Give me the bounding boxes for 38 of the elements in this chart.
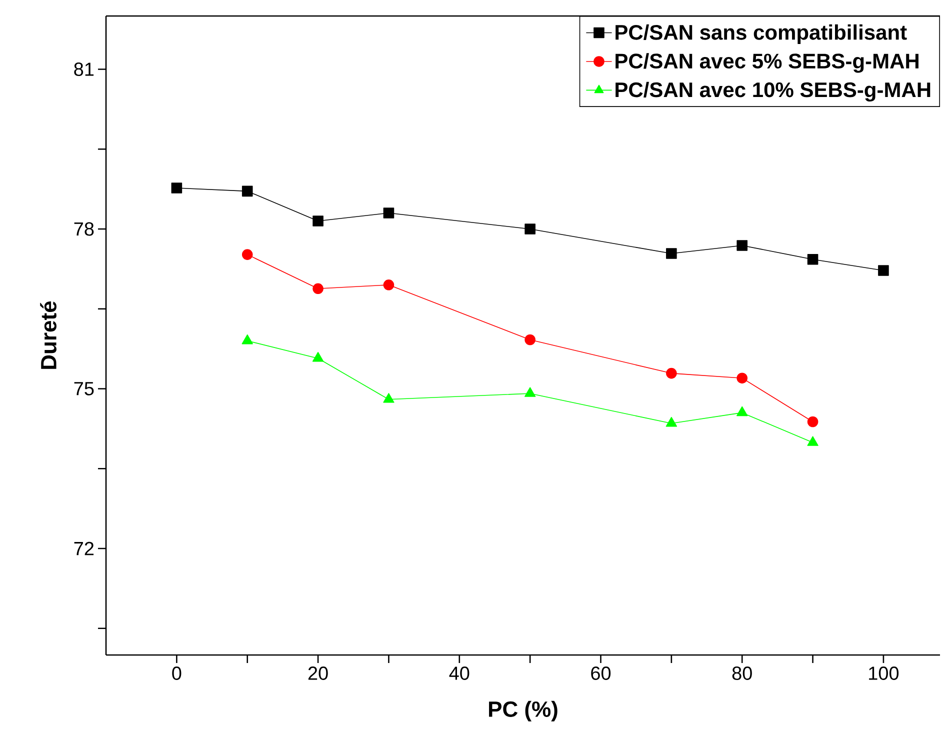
x-tick-label: 20 — [308, 666, 328, 680]
point — [383, 208, 394, 218]
point — [242, 249, 253, 260]
x-tick-label: 80 — [732, 666, 752, 680]
point — [171, 182, 182, 194]
y-tick-label: 72 — [74, 542, 94, 556]
point — [524, 334, 536, 346]
point — [736, 406, 748, 416]
x-axis-title: PC (%) — [489, 700, 558, 722]
point — [383, 280, 394, 290]
x-tick-label: 40 — [449, 666, 470, 680]
point — [312, 283, 324, 294]
point — [524, 224, 536, 234]
point — [242, 186, 253, 197]
y-tick-label: 75 — [74, 382, 94, 396]
point — [807, 436, 818, 446]
point — [383, 392, 394, 403]
point — [807, 416, 818, 428]
legend-label: PC/SAN sans compatibilisant — [616, 24, 907, 44]
point — [242, 334, 253, 344]
point — [736, 240, 748, 251]
point — [666, 248, 677, 259]
point — [312, 216, 324, 226]
point — [736, 372, 748, 384]
point — [666, 368, 677, 379]
legend-label: PC/SAN avec 10% SEBS-g-MAH — [616, 82, 930, 102]
point — [878, 265, 889, 276]
x-tick-label: 60 — [591, 666, 611, 680]
x-tick-label: 100 — [869, 666, 899, 680]
y-tick-label: 78 — [74, 222, 94, 236]
x-tick-label: 0 — [172, 666, 182, 680]
point — [524, 387, 536, 397]
y-tick-label: 81 — [74, 62, 94, 76]
point — [666, 416, 678, 427]
y-axis-title: Dureté — [40, 301, 56, 369]
point — [312, 352, 324, 362]
point — [807, 254, 818, 265]
legend-label: PC/SAN avec 5% SEBS-g-MAH — [616, 53, 918, 73]
